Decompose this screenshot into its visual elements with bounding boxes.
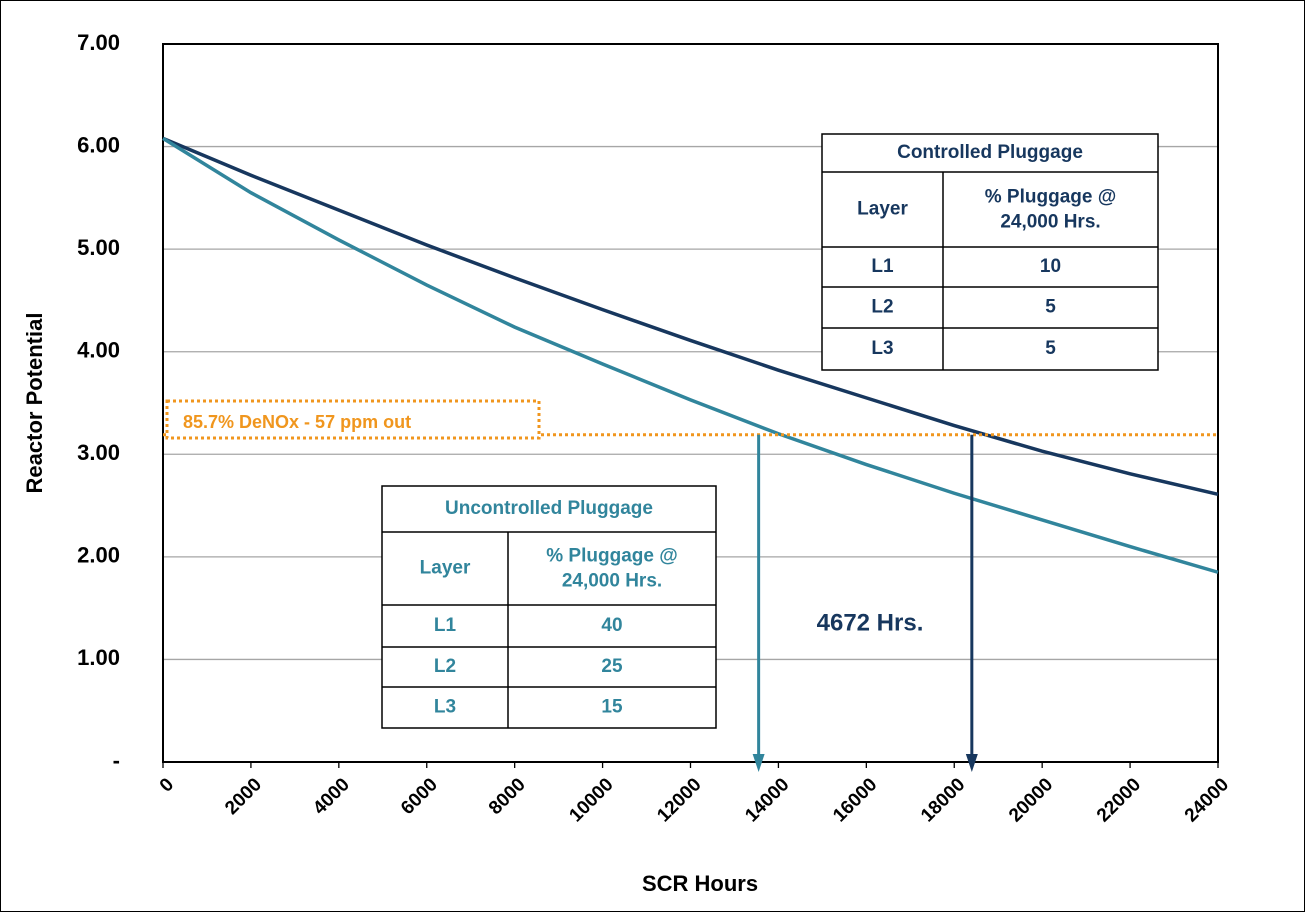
table-cell: 40 [601,615,622,636]
y-tick-label: 3.00 [77,440,120,465]
y-tick-label: - [113,748,120,773]
table-cell: L3 [434,697,456,718]
arrow-head [752,754,765,772]
series-line [162,136,1219,496]
table-cell: 5 [1045,338,1056,359]
table-frame [821,133,1159,371]
table-header: % Pluggage @ [985,187,1117,208]
table-title: Controlled Pluggage [897,142,1083,163]
table-header: Layer [420,558,471,579]
table-header: 24,000 Hrs. [1000,212,1100,233]
table-header: 24,000 Hrs. [562,571,662,592]
table-cell: 25 [601,656,623,677]
table-header: % Pluggage @ [546,546,678,567]
table-cell: 5 [1045,297,1056,318]
gap-label: 4672 Hrs. [817,609,924,636]
y-tick-label: 6.00 [77,132,120,157]
arrow-head [965,754,978,772]
y-tick-label: 7.00 [77,30,120,55]
y-tick-label: 4.00 [77,338,120,363]
table-cell: L1 [871,256,894,277]
table-title: Uncontrolled Pluggage [445,498,653,519]
threshold-box [165,399,541,440]
table-cell: 15 [601,697,623,718]
table-frame [381,485,717,729]
table-cell: L2 [871,297,893,318]
table-cell: L3 [871,338,893,359]
y-tick-label: 2.00 [77,543,120,568]
table-cell: L1 [434,615,457,636]
x-axis-label: SCR Hours [642,871,758,896]
series-line [162,136,1219,574]
y-tick-label: 5.00 [77,235,120,260]
table-cell: L2 [434,656,456,677]
y-tick-label: 1.00 [77,645,120,670]
table-header: Layer [857,199,908,220]
threshold-label: 85.7% DeNOx - 57 ppm out [183,412,411,432]
plot-frame [162,43,1219,763]
y-axis-label: Reactor Potential [22,313,47,494]
table-cell: 10 [1040,256,1061,277]
